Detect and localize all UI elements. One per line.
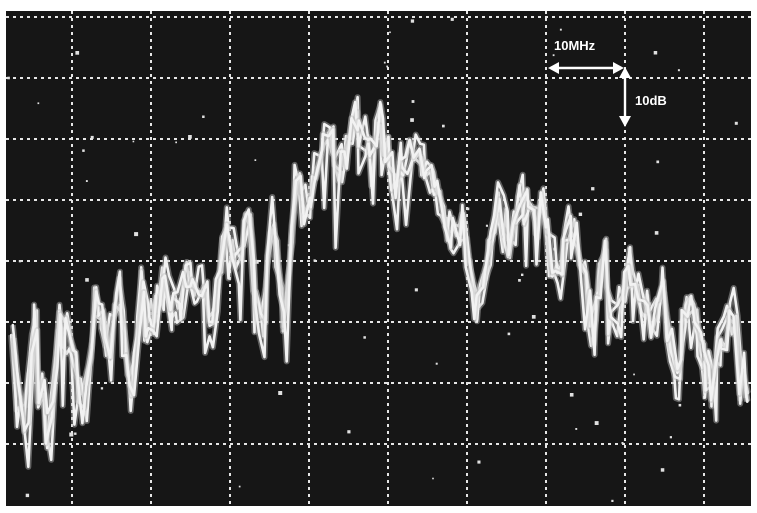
noise-speck — [559, 28, 562, 31]
noise-speck — [669, 436, 672, 439]
noise-speck — [575, 428, 578, 430]
noise-speck — [677, 69, 680, 72]
noise-speck — [594, 421, 599, 425]
noise-speck — [383, 61, 386, 64]
noise-speck — [435, 362, 438, 365]
spectrum-plot: 10MHz 10dB — [6, 11, 751, 506]
noise-speck — [37, 102, 40, 105]
noise-speck — [90, 135, 94, 139]
noise-speck — [134, 232, 139, 237]
amplitude-scale-label: 10dB — [635, 93, 667, 108]
noise-speck — [132, 140, 135, 143]
noise-speck — [432, 477, 434, 480]
spectrum-traces — [8, 94, 751, 470]
oscilloscope-screen: 10MHz 10dB — [6, 11, 751, 506]
noise-speck — [287, 244, 290, 247]
noise-speck — [442, 124, 445, 128]
frequency-scale-label: 10MHz — [554, 38, 596, 53]
noise-speck — [591, 187, 595, 191]
noise-speck — [660, 468, 665, 472]
noise-speck — [466, 207, 470, 211]
noise-speck — [82, 149, 85, 152]
noise-speck — [450, 17, 454, 21]
noise-speck — [485, 224, 488, 227]
noise-speck — [175, 141, 177, 144]
noise-speck — [611, 499, 614, 502]
noise-speck — [477, 460, 481, 464]
noise-speck — [25, 493, 30, 498]
noise-speck — [521, 273, 524, 276]
noise-speck — [202, 115, 205, 118]
noise-speck — [621, 442, 624, 444]
noise-speck — [389, 31, 391, 34]
noise-speck — [18, 260, 22, 263]
noise-speck — [85, 180, 88, 182]
noise-speck — [678, 403, 682, 407]
noise-speck — [734, 121, 738, 125]
noise-speck — [578, 212, 583, 216]
noise-speck — [656, 160, 660, 164]
amplitude-arrow-top-head — [619, 67, 631, 78]
noise-speck — [633, 373, 635, 376]
noise-speck — [278, 391, 283, 395]
noise-speck — [254, 159, 257, 161]
graticule — [6, 11, 751, 506]
noise-speck — [654, 231, 659, 235]
spectrum-trace — [11, 100, 748, 432]
frequency-arrow-left-head — [548, 62, 559, 74]
noise-speck — [410, 19, 415, 23]
noise-speck — [238, 485, 241, 488]
noise-speck — [69, 432, 74, 437]
noise-speck — [254, 259, 259, 264]
noise-speck — [7, 76, 10, 80]
noise-speck — [100, 387, 104, 390]
noise-speck — [569, 393, 574, 397]
scale-indicator: 10MHz 10dB — [548, 38, 667, 127]
noise-speck — [507, 332, 511, 336]
noise-speck — [188, 135, 192, 139]
noise-speck — [552, 54, 555, 57]
noise-speck — [531, 315, 536, 319]
noise-speck — [347, 430, 351, 434]
noise-speck — [518, 279, 521, 282]
frequency-arrow-right-head — [613, 62, 624, 74]
noise-speck — [363, 336, 366, 339]
noise-speck — [386, 65, 389, 68]
noise-speck — [414, 288, 418, 292]
noise-speck — [74, 432, 77, 435]
amplitude-arrow-bottom-head — [619, 116, 631, 127]
noise-speck — [75, 51, 80, 55]
noise-speck — [411, 100, 415, 103]
noise-speck — [313, 259, 316, 262]
noise-speck — [85, 278, 89, 282]
noise-speck — [410, 118, 414, 122]
noise-speck — [653, 51, 658, 55]
